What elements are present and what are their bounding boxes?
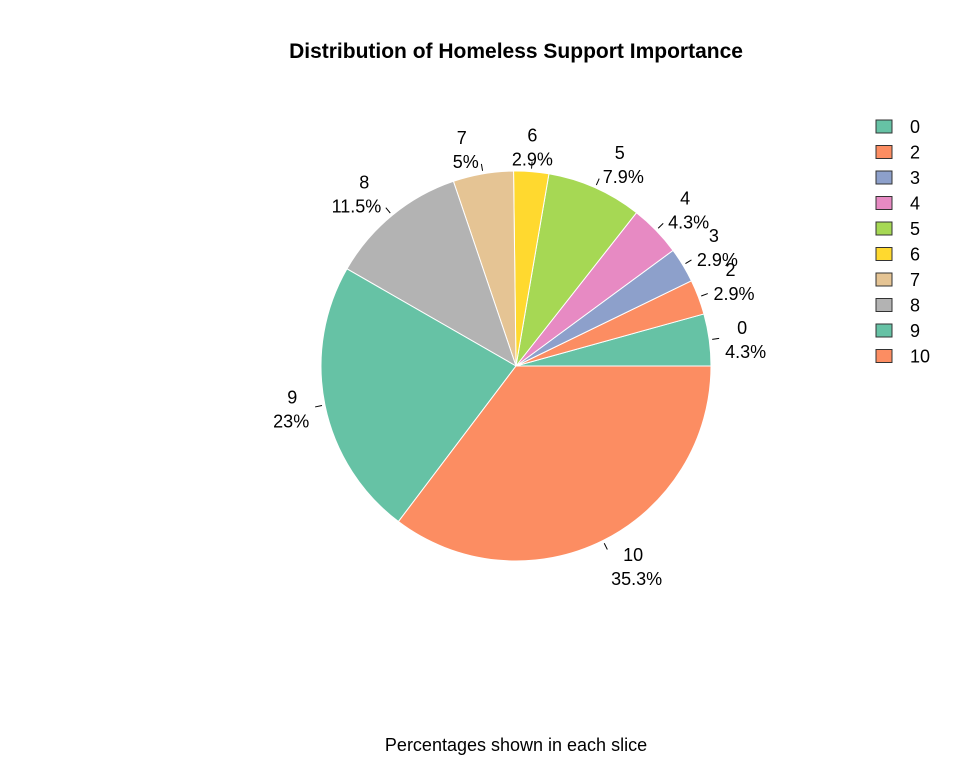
slice-percent-label-0: 4.3% xyxy=(725,342,766,362)
slice-category-label-0: 0 xyxy=(737,318,747,338)
pie-slice-10 xyxy=(397,365,712,562)
legend-label-2: 2 xyxy=(910,143,920,163)
leader-line-8 xyxy=(385,207,391,214)
leader-line-6 xyxy=(531,161,533,169)
pie-slice-9 xyxy=(320,268,517,523)
legend-swatch-3 xyxy=(875,170,893,185)
slice-leader-lines xyxy=(315,161,720,550)
leader-line-4 xyxy=(657,222,664,229)
slice-percent-label-8: 11.5% xyxy=(332,197,382,217)
slice-percent-label-6: 2.9% xyxy=(512,150,553,170)
slice-percent-label-4: 4.3% xyxy=(668,213,709,233)
pie-slices xyxy=(320,170,712,562)
leader-line-3 xyxy=(685,259,692,265)
legend-label-6: 6 xyxy=(910,245,920,265)
slice-category-label-3: 3 xyxy=(709,226,719,246)
slice-category-label-7: 7 xyxy=(457,128,467,148)
slice-category-label-8: 8 xyxy=(359,173,369,193)
legend-label-9: 9 xyxy=(910,321,920,341)
legend-label-3: 3 xyxy=(910,168,920,188)
legend-swatch-5 xyxy=(875,221,893,236)
slice-percent-label-10: 35.3% xyxy=(611,569,662,589)
slice-percent-label-7: 5% xyxy=(453,152,479,172)
slice-percent-label-3: 2.9% xyxy=(697,250,738,270)
legend: 0 2 3 4 5 6 7 8 9 10 xyxy=(875,117,930,367)
slice-category-label-9: 9 xyxy=(287,388,297,408)
legend-label-4: 4 xyxy=(910,194,920,214)
legend-swatch-10 xyxy=(875,349,893,363)
legend-swatch-9 xyxy=(875,323,893,338)
leader-line-5 xyxy=(595,178,600,186)
slice-category-label-6: 6 xyxy=(527,126,537,146)
legend-label-10: 10 xyxy=(910,347,930,367)
legend-label-5: 5 xyxy=(910,219,920,239)
leader-line-0 xyxy=(712,337,720,340)
pie-slice-8 xyxy=(346,180,517,368)
slice-labels: 04.3%22.9%32.9%44.3%57.9%62.9%75%811.5%9… xyxy=(273,126,766,589)
legend-label-0: 0 xyxy=(910,117,920,137)
legend-swatch-8 xyxy=(875,298,893,312)
leader-line-7 xyxy=(480,163,484,171)
legend-label-8: 8 xyxy=(910,296,920,316)
slice-category-label-2: 2 xyxy=(726,260,736,280)
pie-slice-5 xyxy=(515,173,638,367)
leader-line-2 xyxy=(701,293,708,297)
legend-swatch-0 xyxy=(875,119,893,134)
leader-line-10 xyxy=(603,543,608,550)
slice-category-label-10: 10 xyxy=(623,545,643,565)
slice-category-label-4: 4 xyxy=(680,189,690,209)
slice-percent-label-2: 2.9% xyxy=(714,284,755,304)
chart-title: Distribution of Homeless Support Importa… xyxy=(289,40,743,63)
legend-label-7: 7 xyxy=(910,270,920,290)
legend-swatch-7 xyxy=(875,272,893,287)
legend-swatch-4 xyxy=(875,196,893,210)
chart-caption: Percentages shown in each slice xyxy=(385,735,647,755)
slice-percent-label-9: 23% xyxy=(273,412,309,432)
slice-category-label-5: 5 xyxy=(615,143,625,163)
legend-swatch-2 xyxy=(875,145,893,159)
slice-percent-label-5: 7.9% xyxy=(603,167,644,187)
leader-line-9 xyxy=(315,405,323,408)
legend-swatch-6 xyxy=(875,247,893,261)
